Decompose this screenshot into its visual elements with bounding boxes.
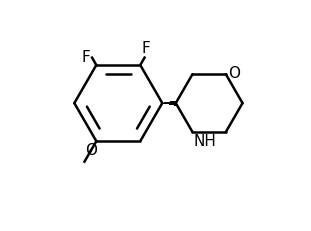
- Text: F: F: [141, 42, 150, 57]
- Text: NH: NH: [194, 134, 216, 149]
- Text: O: O: [85, 143, 97, 158]
- Text: O: O: [229, 66, 240, 81]
- Text: F: F: [81, 50, 90, 65]
